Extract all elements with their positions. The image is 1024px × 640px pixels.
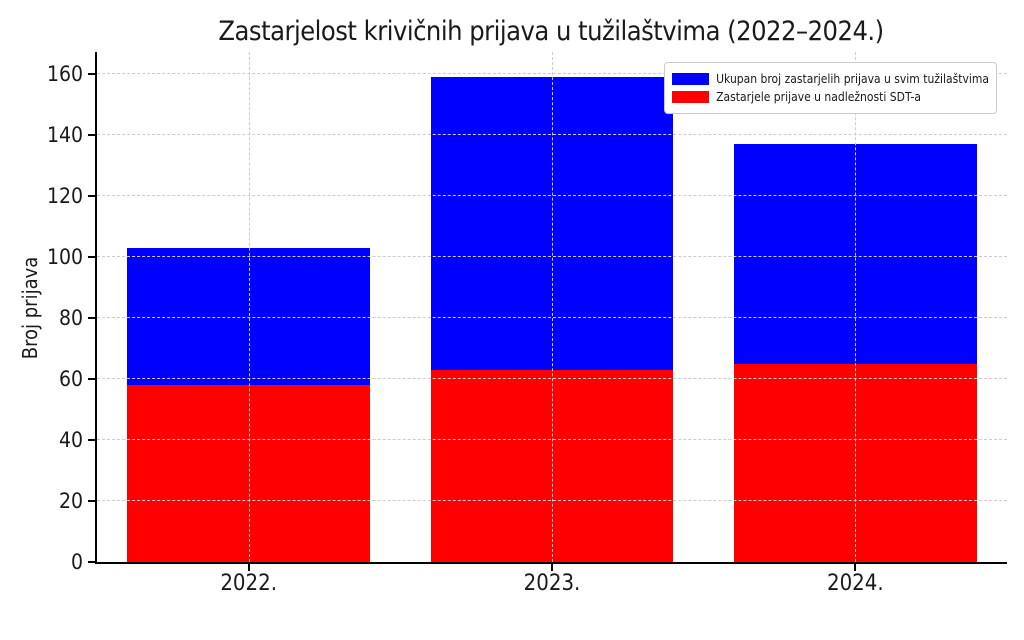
y-tick-mark [88,378,95,381]
legend-label: Zastarjele prijave u nadležnosti SDT-a [716,90,921,104]
legend-label: Ukupan broj zastarjelih prijava u svim t… [716,72,989,86]
y-tick-label: 160 [46,62,83,87]
gridline-vertical [248,52,250,562]
x-tick-mark [854,564,857,571]
bar-group-2023 [430,52,674,562]
y-tick-mark [88,256,95,259]
x-tick-mark [247,564,250,571]
legend-entry-0: Ukupan broj zastarjelih prijava u svim t… [672,72,989,86]
y-tick-mark [88,73,95,76]
gridline-vertical [552,52,553,562]
gridline-vertical [855,52,857,562]
y-tick-label: 0 [70,550,83,574]
x-tick-label: 2022. [220,571,277,596]
y-tick-mark [88,317,95,320]
y-tick-label: 80 [58,306,83,331]
legend: Ukupan broj zastarjelih prijava u svim t… [664,62,997,114]
x-tick-label: 2024. [827,571,884,596]
y-tick-mark [88,134,95,137]
y-axis-label: Broj prijava [18,256,42,360]
chart-title: Zastarjelost krivičnih prijava u tužilaš… [218,16,884,47]
y-tick-mark [88,561,95,563]
x-tick-mark [551,564,553,571]
y-tick-label: 60 [58,367,83,392]
y-tick-mark [88,195,95,198]
y-tick-label: 120 [46,184,83,209]
y-tick-label: 40 [58,428,83,453]
y-tick-label: 20 [58,489,83,514]
y-tick-mark [88,439,95,442]
legend-swatch [672,91,710,103]
y-tick-label: 140 [46,123,83,148]
plot-area: 0 20 40 60 80 100 120 140 160 2022. 2023. 2024. Uk… [47,52,1007,596]
legend-entry-1: Zastarjele prijave u nadležnosti SDT-a [672,90,989,104]
bar-segment-series-1 [430,369,674,562]
y-tick-label: 100 [46,245,83,270]
legend-swatch [672,73,710,85]
y-tick-mark [88,500,95,503]
x-tick-label: 2023. [523,571,581,596]
